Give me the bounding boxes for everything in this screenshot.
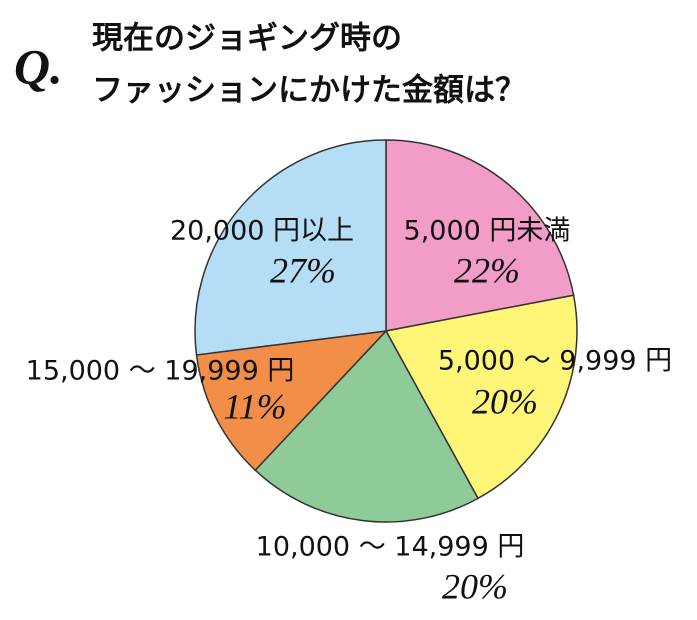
pie-slice (385, 139, 575, 332)
pie-slice (195, 329, 388, 472)
chart-title: ファッションにかけた金額は？ (92, 73, 526, 109)
value-label: 20% (472, 381, 538, 421)
pie-slice (384, 294, 578, 500)
value-label: 22% (454, 250, 520, 290)
slice-label: 5,000 ～ 9,999 円 (438, 346, 672, 377)
pie-slice (194, 139, 387, 356)
value-label: 11% (223, 386, 286, 426)
slice-label: 15,000 ～ 19,999 円 (26, 356, 295, 387)
chart-title: 現在のジョギング時の (92, 21, 402, 57)
value-label: 20% (442, 566, 508, 606)
slice-label: 5,000 円未満 (404, 216, 571, 247)
slice-label: 20,000 円以上 (170, 216, 354, 247)
question-mark: Q. (14, 38, 63, 94)
value-label: 27% (270, 250, 336, 290)
pie-slice (254, 329, 480, 523)
slice-label: 10,000 ～ 14,999 円 (256, 532, 525, 563)
